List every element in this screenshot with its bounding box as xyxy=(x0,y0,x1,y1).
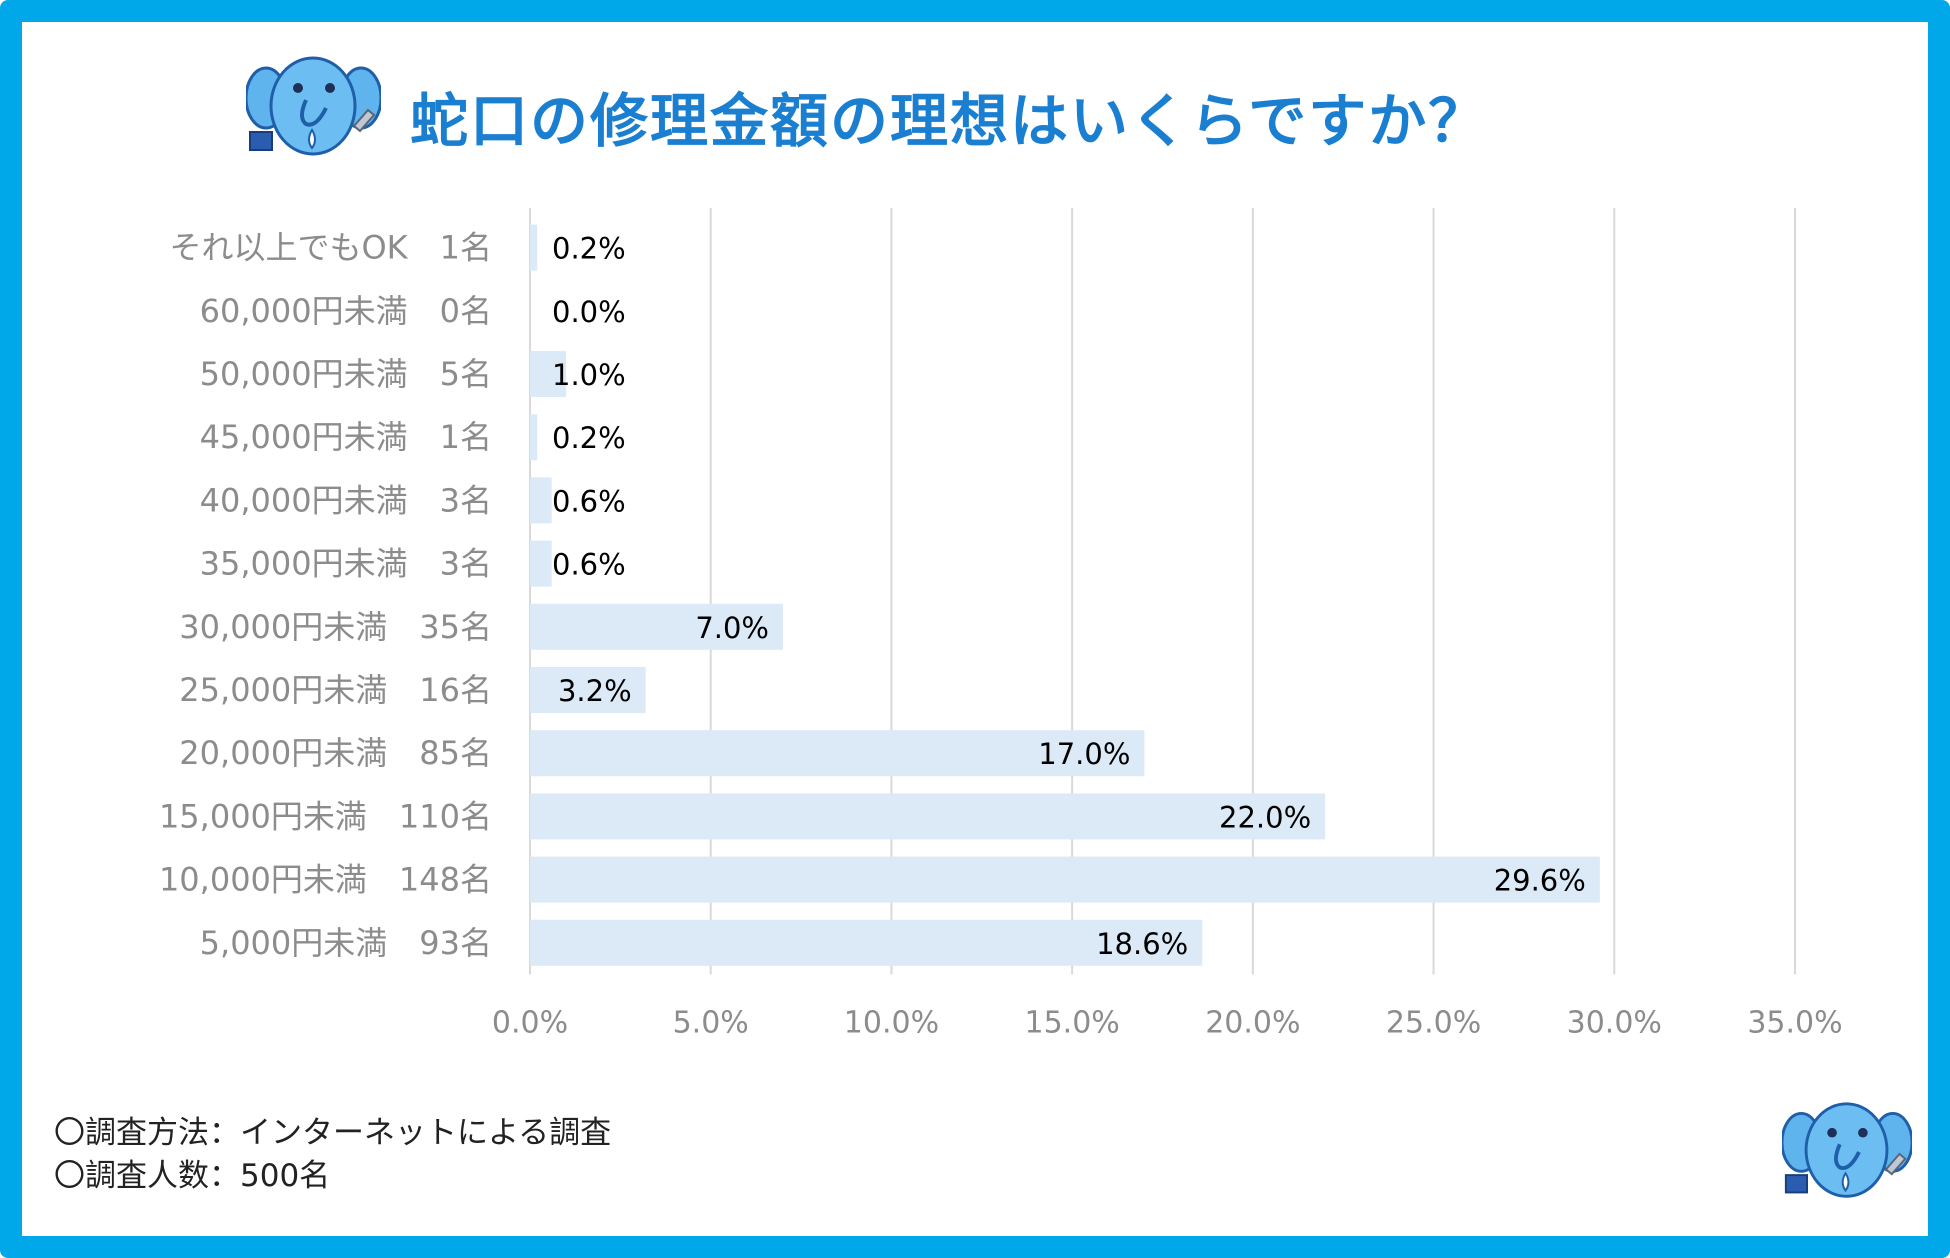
category-label: 60,000円未満 0名 xyxy=(200,292,492,330)
category-label: 40,000円未満 3名 xyxy=(200,481,492,519)
bar xyxy=(530,224,538,271)
data-label: 0.0% xyxy=(552,295,626,329)
data-label: 3.2% xyxy=(558,674,632,708)
bar xyxy=(530,603,783,650)
x-tick-label: 0.0% xyxy=(492,1005,568,1040)
bar xyxy=(530,730,1145,777)
bar xyxy=(530,793,1326,840)
bar xyxy=(530,351,567,397)
survey-method-note: 〇調査方法：インターネットによる調査 xyxy=(54,1115,612,1151)
bar xyxy=(530,477,552,524)
category-label: 25,000円未満 16名 xyxy=(179,671,492,709)
x-tick-label: 35.0% xyxy=(1747,1005,1842,1040)
bar xyxy=(530,540,552,587)
data-label: 0.2% xyxy=(552,421,626,455)
data-label: 29.6% xyxy=(1494,864,1586,898)
x-tick-label: 5.0% xyxy=(673,1005,749,1040)
data-label: 0.2% xyxy=(552,232,626,266)
category-label: 15,000円未満 110名 xyxy=(159,797,492,835)
category-label: 45,000円未満 1名 xyxy=(200,418,492,456)
bar xyxy=(530,414,538,461)
x-tick-label: 25.0% xyxy=(1386,1005,1481,1040)
data-label: 1.0% xyxy=(552,358,626,392)
x-tick-label: 10.0% xyxy=(844,1005,939,1040)
category-label: 30,000円未満 35名 xyxy=(179,608,492,646)
elephant-mascot-icon xyxy=(1782,1102,1912,1198)
category-label: 50,000円未満 5名 xyxy=(200,355,492,393)
data-label: 22.0% xyxy=(1219,800,1311,834)
category-label: 10,000円未満 148名 xyxy=(159,861,492,899)
category-label: 20,000円未満 85名 xyxy=(179,734,492,772)
category-label: それ以上でもOK 1名 xyxy=(169,229,492,267)
data-label: 7.0% xyxy=(695,611,769,645)
x-tick-label: 30.0% xyxy=(1567,1005,1662,1040)
bar xyxy=(530,856,1600,903)
bar xyxy=(530,667,646,713)
data-label: 18.6% xyxy=(1096,927,1188,961)
page-title: 蛇口の修理金額の理想はいくらですか？ xyxy=(410,87,1489,155)
bar xyxy=(530,919,1203,966)
elephant-mascot-icon xyxy=(246,56,381,156)
survey-respondents-note: 〇調査人数：500名 xyxy=(54,1158,331,1194)
data-label: 0.6% xyxy=(552,548,626,582)
x-tick-label: 20.0% xyxy=(1205,1005,1300,1040)
data-label: 0.6% xyxy=(552,484,626,518)
category-label: 35,000円未満 3名 xyxy=(200,545,492,583)
data-label: 17.0% xyxy=(1038,737,1130,771)
survey-notes: 〇調査方法：インターネットによる調査 〇調査人数：500名 xyxy=(54,1112,611,1198)
x-tick-label: 15.0% xyxy=(1024,1005,1119,1040)
category-label: 5,000円未満 93名 xyxy=(200,924,492,962)
